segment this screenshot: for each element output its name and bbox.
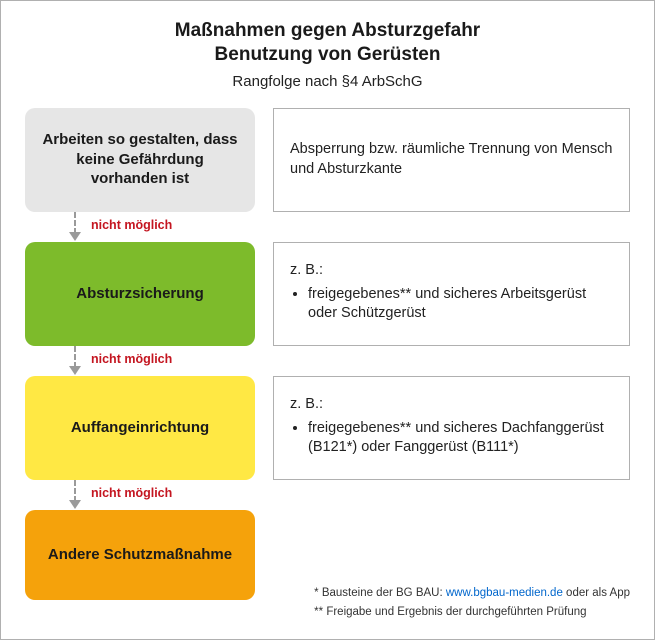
step-box-2: Auffangeinrichtung (25, 376, 255, 480)
step-row-2: Auffangeinrichtung z. B.: freigegebenes*… (25, 376, 630, 480)
footnote-2: ** Freigabe und Ergebnis der durchgeführ… (314, 603, 630, 621)
arrow-down-icon (69, 346, 83, 376)
step-box-3: Andere Schutzmaßnahme (25, 510, 255, 600)
step-box-0: Arbeiten so gestalten, dass keine Gefähr… (25, 108, 255, 212)
step-desc-intro-1: z. B.: (290, 261, 613, 281)
flowchart-page: Maßnahmen gegen Absturzgefahr Benutzung … (0, 0, 655, 640)
connector-label-1: nicht möglich (91, 352, 172, 366)
footnote-link[interactable]: www.bgbau-medien.de (446, 587, 563, 599)
step-label-2: Auffangeinrichtung (71, 418, 209, 438)
step-desc-1: z. B.: freigegebenes** und sicheres Arbe… (273, 242, 630, 346)
connector-label-2: nicht möglich (91, 486, 172, 500)
step-desc-list-1: freigegebenes** und sicheres Arbeitsgerü… (290, 285, 613, 326)
footnotes: * Bausteine der BG BAU: www.bgbau-medien… (314, 584, 630, 621)
connector-2: nicht möglich (69, 480, 630, 510)
footnote-1-prefix: * Bausteine der BG BAU: (314, 587, 446, 599)
step-label-3: Andere Schutzmaßnahme (48, 545, 232, 565)
step-desc-bullet-1-0: freigegebenes** und sicheres Arbeitsgerü… (308, 285, 613, 324)
connector-1: nicht möglich (69, 346, 630, 376)
step-desc-intro-2: z. B.: (290, 395, 613, 415)
step-desc-text-0: Absperrung bzw. räumliche Trennung von M… (290, 140, 613, 179)
title-block: Maßnahmen gegen Absturzgefahr Benutzung … (25, 19, 630, 67)
step-desc-list-2: freigegebenes** und sicheres Dachfangger… (290, 419, 613, 460)
arrow-down-icon (69, 480, 83, 510)
step-row-1: Absturzsicherung z. B.: freigegebenes** … (25, 242, 630, 346)
step-desc-2: z. B.: freigegebenes** und sicheres Dach… (273, 376, 630, 480)
connector-0: nicht möglich (69, 212, 630, 242)
step-desc-0: Absperrung bzw. räumliche Trennung von M… (273, 108, 630, 212)
title-line-2: Benutzung von Gerüsten (25, 43, 630, 67)
subtitle: Rangfolge nach §4 ArbSchG (25, 73, 630, 90)
step-box-1: Absturzsicherung (25, 242, 255, 346)
step-label-0: Arbeiten so gestalten, dass keine Gefähr… (39, 130, 241, 189)
footnote-1: * Bausteine der BG BAU: www.bgbau-medien… (314, 584, 630, 602)
connector-label-0: nicht möglich (91, 218, 172, 232)
step-row-0: Arbeiten so gestalten, dass keine Gefähr… (25, 108, 630, 212)
step-label-1: Absturzsicherung (76, 284, 204, 304)
arrow-down-icon (69, 212, 83, 242)
footnote-1-suffix: oder als App (563, 587, 630, 599)
title-line-1: Maßnahmen gegen Absturzgefahr (25, 19, 630, 43)
step-desc-bullet-2-0: freigegebenes** und sicheres Dachfangger… (308, 419, 613, 458)
